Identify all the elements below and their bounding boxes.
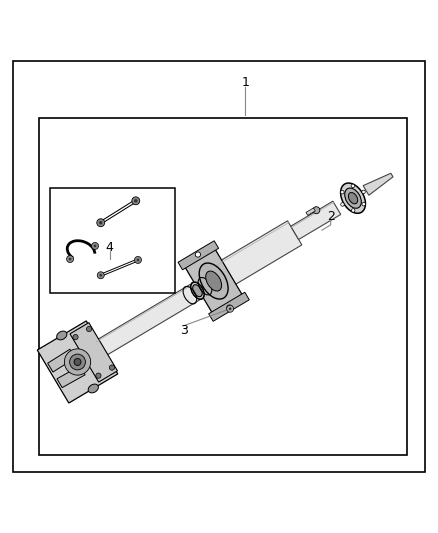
Circle shape xyxy=(92,243,99,249)
Text: 1: 1 xyxy=(241,76,249,89)
Polygon shape xyxy=(197,221,302,299)
Circle shape xyxy=(341,190,344,194)
Circle shape xyxy=(362,203,365,206)
Polygon shape xyxy=(291,201,341,239)
Circle shape xyxy=(229,308,231,310)
Circle shape xyxy=(64,349,91,375)
Circle shape xyxy=(110,365,115,370)
Circle shape xyxy=(69,258,71,260)
Text: 4: 4 xyxy=(106,241,113,254)
Circle shape xyxy=(313,207,320,214)
Circle shape xyxy=(97,272,104,279)
Circle shape xyxy=(137,259,139,261)
Circle shape xyxy=(94,245,96,247)
Circle shape xyxy=(86,326,92,332)
Polygon shape xyxy=(178,241,219,270)
Polygon shape xyxy=(95,279,208,357)
Circle shape xyxy=(74,359,81,366)
Ellipse shape xyxy=(206,271,222,291)
Circle shape xyxy=(195,252,201,257)
Circle shape xyxy=(227,305,232,310)
Ellipse shape xyxy=(199,263,228,299)
Polygon shape xyxy=(363,173,393,195)
Polygon shape xyxy=(70,322,117,382)
Polygon shape xyxy=(57,366,85,387)
Ellipse shape xyxy=(345,188,361,208)
Circle shape xyxy=(134,199,138,203)
Bar xyxy=(39,118,407,455)
Circle shape xyxy=(99,221,102,224)
Circle shape xyxy=(97,219,105,227)
Circle shape xyxy=(134,256,141,263)
Ellipse shape xyxy=(57,331,67,340)
Circle shape xyxy=(96,373,101,378)
Circle shape xyxy=(362,190,365,193)
Circle shape xyxy=(67,255,74,263)
Circle shape xyxy=(70,354,85,370)
Polygon shape xyxy=(306,208,315,215)
Circle shape xyxy=(226,305,233,312)
Circle shape xyxy=(351,209,355,212)
Ellipse shape xyxy=(348,192,358,204)
Text: 2: 2 xyxy=(327,209,335,223)
Ellipse shape xyxy=(88,384,99,393)
Circle shape xyxy=(132,197,140,205)
Polygon shape xyxy=(37,321,118,403)
Polygon shape xyxy=(48,349,75,372)
Ellipse shape xyxy=(341,183,365,213)
Circle shape xyxy=(341,203,344,206)
Polygon shape xyxy=(183,246,244,317)
Polygon shape xyxy=(208,292,249,321)
Circle shape xyxy=(73,335,78,340)
Ellipse shape xyxy=(193,285,202,297)
Text: 3: 3 xyxy=(180,324,188,336)
Circle shape xyxy=(351,184,355,188)
Bar xyxy=(50,188,175,293)
Circle shape xyxy=(99,274,102,277)
Ellipse shape xyxy=(191,282,204,299)
